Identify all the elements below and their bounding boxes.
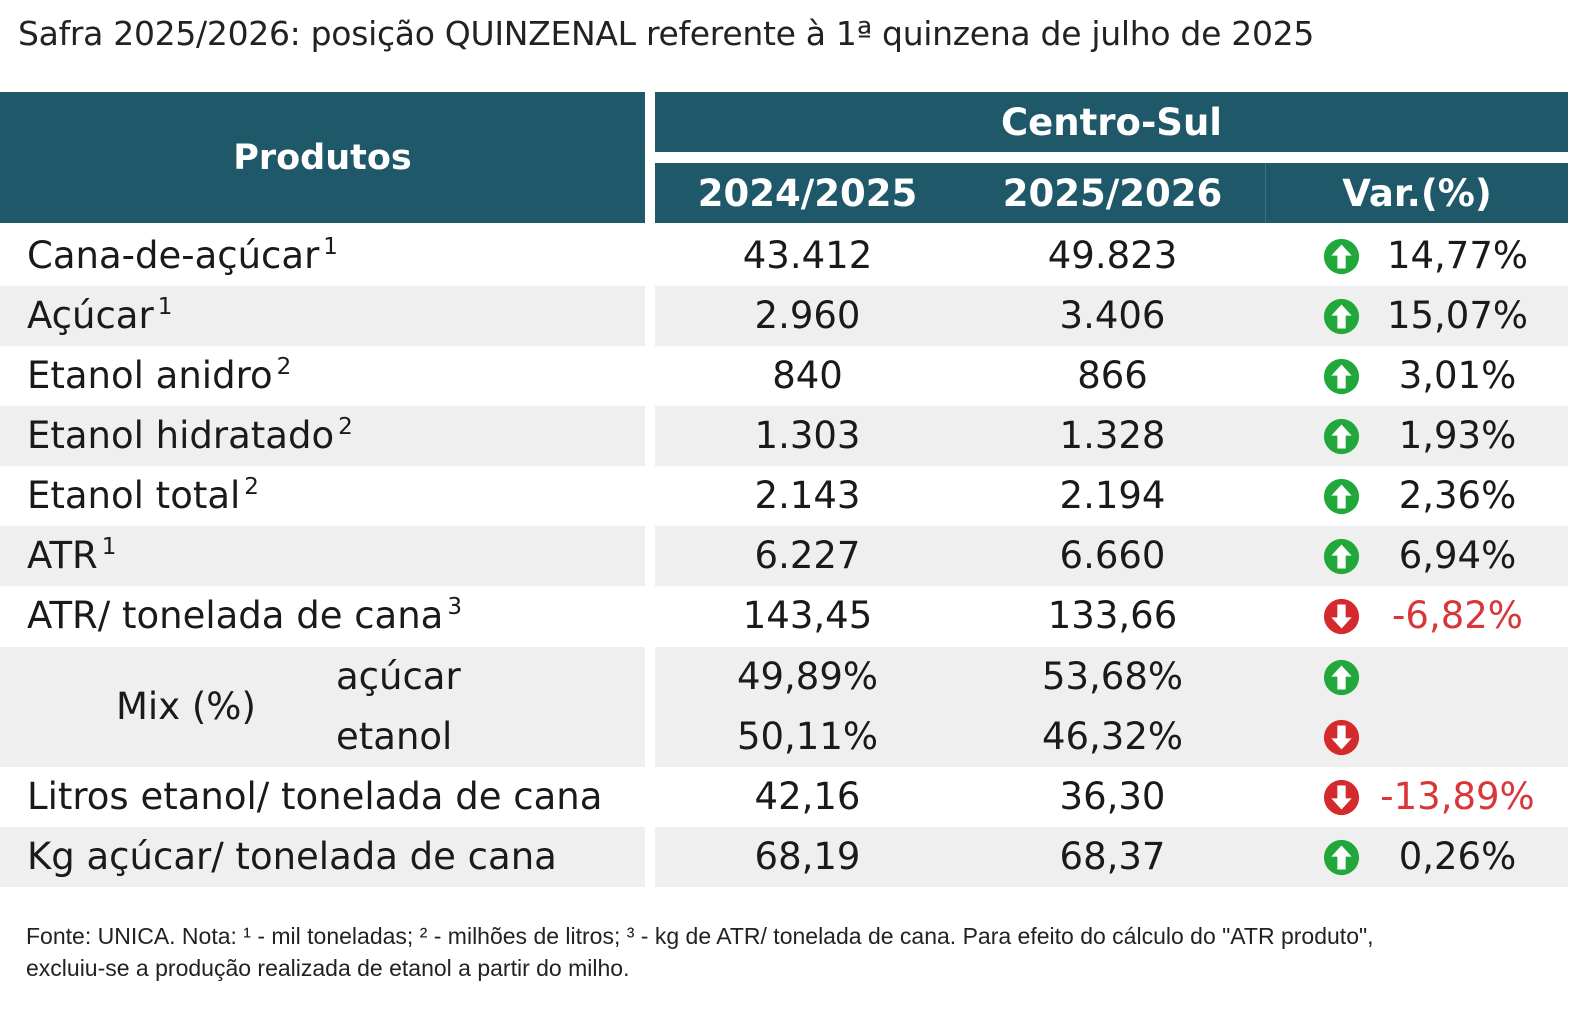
value-2025-2026: 1.328 <box>1059 414 1166 457</box>
arrow-down-icon <box>1323 719 1360 756</box>
footer-line: excluiu-se a produção realizada de etano… <box>26 955 630 981</box>
variation-value: 1,93% <box>1398 414 1517 457</box>
arrow-down-icon <box>1323 598 1360 635</box>
page-title: Safra 2025/2026: posição QUINZENAL refer… <box>18 14 1315 53</box>
value-2024-2025: 6.227 <box>754 534 861 577</box>
value-2025-2026: 3.406 <box>1059 294 1166 337</box>
arrow-up-icon <box>1323 238 1360 275</box>
value-2024-2025: 143,45 <box>742 594 873 637</box>
row-label: Litros etanol/ tonelada de cana <box>27 775 603 818</box>
value-2025-2026: 2.194 <box>1059 474 1166 517</box>
header-year-2024-2025: 2024/2025 <box>655 163 960 223</box>
value-2024-2025: 2.143 <box>754 474 861 517</box>
arrow-up-icon <box>1323 839 1360 876</box>
row-label: Etanol total 2 <box>27 474 259 517</box>
value-2024-2025: 50,11% <box>736 715 879 758</box>
mix-sub-label: açúcar <box>336 655 461 698</box>
arrow-up-icon <box>1323 478 1360 515</box>
value-2025-2026: 866 <box>1077 354 1148 397</box>
table-row: Etanol total 2 2.143 2.194 2,36% <box>0 466 1568 526</box>
value-2025-2026: 53,68% <box>1041 655 1184 698</box>
variation-value: 3,01% <box>1398 354 1517 397</box>
footer-note: Fonte: UNICA. Nota: ¹ - mil toneladas; ²… <box>26 920 1556 984</box>
table-row: Litros etanol/ tonelada de cana 42,16 36… <box>0 767 1568 827</box>
value-2024-2025: 42,16 <box>754 775 861 818</box>
table-row: ATR/ tonelada de cana 3 143,45 133,66 -6,… <box>0 586 1568 646</box>
table-row: Cana-de-açúcar 1 43.412 49.823 14,77% <box>0 226 1568 286</box>
row-label: Etanol anidro 2 <box>27 354 292 397</box>
variation-value: 2,36% <box>1398 474 1517 517</box>
arrow-up-icon <box>1323 659 1360 696</box>
header-region: Centro-Sul <box>655 92 1568 152</box>
variation-value: -6,82% <box>1392 594 1523 637</box>
value-2025-2026: 6.660 <box>1059 534 1166 577</box>
variation-value: 6,94% <box>1398 534 1517 577</box>
arrow-up-icon <box>1323 538 1360 575</box>
row-label: Etanol hidratado 2 <box>27 414 353 457</box>
value-2024-2025: 1.303 <box>754 414 861 457</box>
table-row: Açúcar 1 2.960 3.406 15,07% <box>0 286 1568 346</box>
value-2024-2025: 2.960 <box>754 294 861 337</box>
value-2024-2025: 49,89% <box>736 655 879 698</box>
header-year-2025-2026: 2025/2026 <box>960 163 1265 223</box>
value-2025-2026: 46,32% <box>1041 715 1184 758</box>
value-2025-2026: 36,30 <box>1059 775 1166 818</box>
value-2025-2026: 133,66 <box>1047 594 1178 637</box>
table-row: Kg açúcar/ tonelada de cana 68,19 68,37 … <box>0 827 1568 887</box>
variation-value: 15,07% <box>1386 294 1529 337</box>
header-produtos: Produtos <box>0 92 645 223</box>
mix-label: Mix (%) <box>116 685 256 728</box>
row-label: ATR/ tonelada de cana 3 <box>27 594 462 637</box>
table-row: Etanol hidratado 2 1.303 1.328 1,93% <box>0 406 1568 466</box>
footer-line: Fonte: UNICA. Nota: ¹ - mil toneladas; ²… <box>26 923 1374 949</box>
row-label: ATR 1 <box>27 534 117 577</box>
value-2025-2026: 68,37 <box>1059 835 1166 878</box>
table-row: ATR 1 6.227 6.660 6,94% <box>0 526 1568 586</box>
value-2024-2025: 43.412 <box>742 234 873 277</box>
mix-block: Mix (%) açúcar 49,89% 53,68% etanol 50,1… <box>0 647 1568 767</box>
table-row: Etanol anidro 2 840 866 3,01% <box>0 346 1568 406</box>
arrow-down-icon <box>1323 779 1360 816</box>
arrow-up-icon <box>1323 298 1360 335</box>
value-2025-2026: 49.823 <box>1047 234 1178 277</box>
row-label: Açúcar 1 <box>27 294 173 337</box>
arrow-up-icon <box>1323 358 1360 395</box>
row-label: Kg açúcar/ tonelada de cana <box>27 835 557 878</box>
variation-value: 14,77% <box>1386 234 1529 277</box>
variation-value: -13,89% <box>1380 775 1535 818</box>
arrow-up-icon <box>1323 418 1360 455</box>
value-2024-2025: 840 <box>772 354 843 397</box>
value-2024-2025: 68,19 <box>754 835 861 878</box>
mix-sub-label: etanol <box>336 715 453 758</box>
row-label: Cana-de-açúcar 1 <box>27 234 338 277</box>
header-variation: Var.(%) <box>1265 163 1568 223</box>
variation-value: 0,26% <box>1398 835 1517 878</box>
